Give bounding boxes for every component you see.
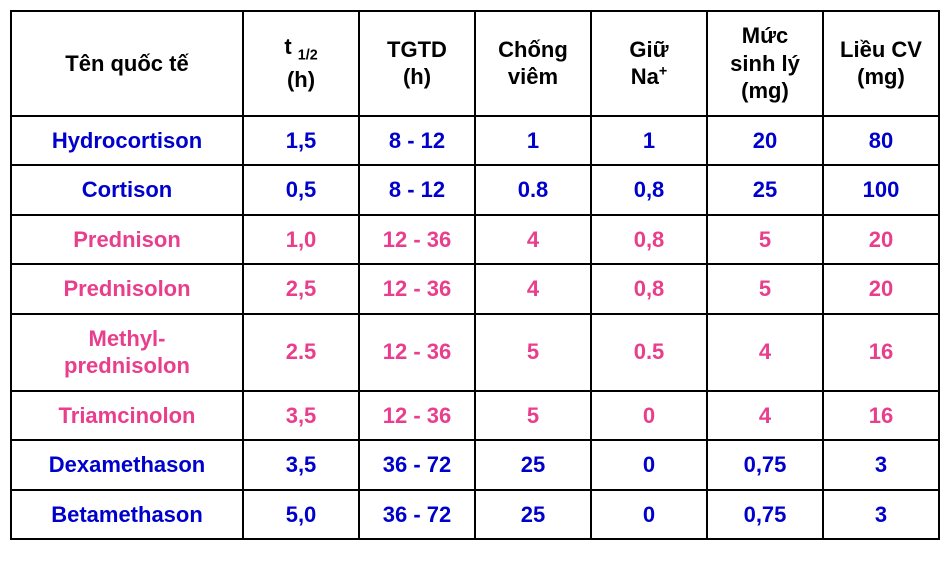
cell-phys: 20 <box>707 116 823 166</box>
cell-tgtd: 12 - 36 <box>359 314 475 391</box>
cell-na: 1 <box>591 116 707 166</box>
table-row: Cortison0,58 - 120.80,825100 <box>11 165 939 215</box>
cell-tgtd: 36 - 72 <box>359 440 475 490</box>
col-header-na: GiữNa+ <box>591 11 707 116</box>
table-row: Prednison1,012 - 3640,8520 <box>11 215 939 265</box>
cell-t_half: 1,0 <box>243 215 359 265</box>
cell-cv: 5 <box>475 391 591 441</box>
cell-cv: 0.8 <box>475 165 591 215</box>
cell-dose: 16 <box>823 391 939 441</box>
cell-dose: 20 <box>823 264 939 314</box>
cell-cv: 4 <box>475 215 591 265</box>
cell-cv: 25 <box>475 490 591 540</box>
cell-na: 0 <box>591 391 707 441</box>
cell-phys: 0,75 <box>707 490 823 540</box>
cell-phys: 0,75 <box>707 440 823 490</box>
cell-name: Prednison <box>11 215 243 265</box>
corticosteroid-table: Tên quốc tế t 1/2(h) TGTD(h) Chốngviêm G… <box>10 10 940 540</box>
table-row: Prednisolon2,512 - 3640,8520 <box>11 264 939 314</box>
cell-t_half: 2,5 <box>243 264 359 314</box>
cell-dose: 100 <box>823 165 939 215</box>
cell-dose: 80 <box>823 116 939 166</box>
table-row: Dexamethason3,536 - 722500,753 <box>11 440 939 490</box>
cell-dose: 3 <box>823 440 939 490</box>
cell-phys: 5 <box>707 215 823 265</box>
table-body: Hydrocortison1,58 - 12112080Cortison0,58… <box>11 116 939 540</box>
col-header-thalf: t 1/2(h) <box>243 11 359 116</box>
table-row: Triamcinolon3,512 - 3650416 <box>11 391 939 441</box>
cell-t_half: 0,5 <box>243 165 359 215</box>
table-header-row: Tên quốc tế t 1/2(h) TGTD(h) Chốngviêm G… <box>11 11 939 116</box>
cell-tgtd: 12 - 36 <box>359 391 475 441</box>
cell-tgtd: 8 - 12 <box>359 116 475 166</box>
cell-cv: 1 <box>475 116 591 166</box>
col-header-cv: Chốngviêm <box>475 11 591 116</box>
table-row: Betamethason5,036 - 722500,753 <box>11 490 939 540</box>
cell-na: 0 <box>591 490 707 540</box>
cell-cv: 25 <box>475 440 591 490</box>
cell-na: 0,8 <box>591 264 707 314</box>
col-header-dose: Liều CV(mg) <box>823 11 939 116</box>
cell-tgtd: 8 - 12 <box>359 165 475 215</box>
col-header-tgtd: TGTD(h) <box>359 11 475 116</box>
cell-na: 0,8 <box>591 215 707 265</box>
cell-name: Methyl-prednisolon <box>11 314 243 391</box>
cell-t_half: 2.5 <box>243 314 359 391</box>
cell-name: Dexamethason <box>11 440 243 490</box>
cell-tgtd: 36 - 72 <box>359 490 475 540</box>
cell-phys: 4 <box>707 314 823 391</box>
cell-dose: 20 <box>823 215 939 265</box>
col-header-phys: Mứcsinh lý(mg) <box>707 11 823 116</box>
cell-phys: 5 <box>707 264 823 314</box>
cell-tgtd: 12 - 36 <box>359 264 475 314</box>
cell-name: Cortison <box>11 165 243 215</box>
cell-cv: 5 <box>475 314 591 391</box>
col-header-name: Tên quốc tế <box>11 11 243 116</box>
cell-na: 0,8 <box>591 165 707 215</box>
cell-name: Triamcinolon <box>11 391 243 441</box>
cell-dose: 3 <box>823 490 939 540</box>
cell-t_half: 1,5 <box>243 116 359 166</box>
cell-t_half: 3,5 <box>243 440 359 490</box>
cell-name: Prednisolon <box>11 264 243 314</box>
cell-phys: 4 <box>707 391 823 441</box>
cell-name: Betamethason <box>11 490 243 540</box>
cell-t_half: 5,0 <box>243 490 359 540</box>
cell-na: 0 <box>591 440 707 490</box>
cell-dose: 16 <box>823 314 939 391</box>
cell-na: 0.5 <box>591 314 707 391</box>
table-row: Methyl-prednisolon2.512 - 3650.5416 <box>11 314 939 391</box>
cell-phys: 25 <box>707 165 823 215</box>
cell-name: Hydrocortison <box>11 116 243 166</box>
cell-t_half: 3,5 <box>243 391 359 441</box>
cell-tgtd: 12 - 36 <box>359 215 475 265</box>
cell-cv: 4 <box>475 264 591 314</box>
table-row: Hydrocortison1,58 - 12112080 <box>11 116 939 166</box>
